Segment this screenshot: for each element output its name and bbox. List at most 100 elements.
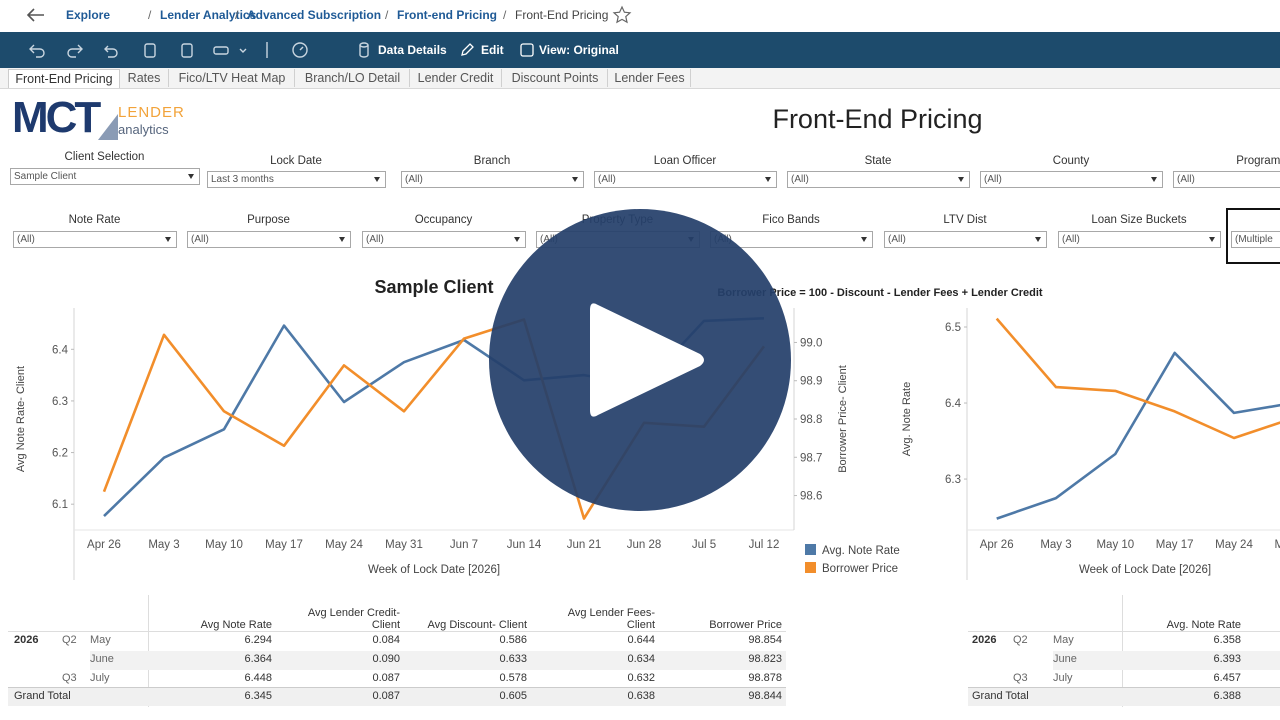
y-tick-label: 6.3 — [945, 474, 961, 486]
filter-dropdown[interactable]: (Multiple — [1231, 231, 1280, 248]
filter-dropdown[interactable]: (All) — [1058, 231, 1221, 248]
table-total-cell: 0.087 — [372, 690, 400, 702]
filter-label: Branch — [473, 155, 511, 167]
edit-button[interactable]: Edit — [481, 43, 504, 57]
tab[interactable]: Branch/LO Detail — [296, 69, 410, 87]
table-row-shade — [90, 651, 786, 670]
dashboard-title: Front-End Pricing — [772, 104, 983, 134]
y-tick-label: 6.2 — [52, 448, 68, 460]
tab[interactable]: Discount Points — [503, 69, 608, 87]
filter-dropdown[interactable]: (All) — [787, 171, 970, 188]
filter-dropdown[interactable]: Sample Client — [10, 168, 200, 185]
x-tick-label: May 24 — [325, 539, 363, 551]
filter-dropdown[interactable]: (All) — [187, 231, 351, 248]
table-column-header: Avg. Note Rate — [1166, 619, 1241, 631]
filter-dropdown[interactable]: (All) — [13, 231, 177, 248]
table-cell: 6.358 — [1213, 634, 1241, 646]
table-total-rule — [968, 687, 1280, 688]
x-axis-label: Week of Lock Date [2026] — [368, 564, 500, 576]
table-row-shade — [1053, 651, 1280, 670]
data-details-button[interactable]: Data Details — [378, 43, 447, 57]
tab[interactable]: Fico/LTV Heat Map — [170, 69, 295, 87]
breadcrumb-link[interactable]: Advanced Subscription — [247, 8, 382, 22]
filter-dropdown[interactable]: Last 3 months — [207, 171, 386, 188]
y2-tick-label: 98.7 — [800, 452, 822, 464]
table-cell: 6.457 — [1213, 672, 1241, 684]
table-cell: 6.294 — [244, 634, 272, 646]
table-row-header: July — [90, 672, 110, 684]
legend-label[interactable]: Avg. Note Rate — [822, 545, 900, 557]
filter-dropdown[interactable]: (All) — [980, 171, 1163, 188]
line-chart: 6.3 6.4 6.5 Apr 26 May 3 May 10 May 17 May 24 Ma… — [901, 308, 1280, 580]
logo-line1: LENDER — [118, 104, 185, 121]
y-tick-label: 6.3 — [52, 396, 68, 408]
breadcrumb-separator: / — [235, 8, 239, 22]
tab-strip: Front-End Pricing Rates Fico/LTV Heat Map B… — [0, 68, 1280, 89]
legend-swatch — [805, 562, 816, 573]
x-axis-label: Week of Lock Date [2026] — [1079, 564, 1211, 576]
tab[interactable]: Rates — [120, 69, 169, 87]
filter-dropdown[interactable]: (All) — [401, 171, 584, 188]
table-row-header: 2026 — [14, 634, 39, 646]
y-tick-label: 6.4 — [945, 398, 962, 410]
x-tick-label: May 31 — [385, 539, 423, 551]
toolbar-icons — [29, 42, 369, 58]
y2-tick-label: 98.9 — [800, 376, 822, 388]
table-cell: 0.090 — [372, 653, 400, 665]
table-column-header: Avg Discount- Client — [427, 619, 527, 631]
favorite-star[interactable] — [612, 5, 632, 25]
y-axis-label: Avg. Note Rate — [901, 382, 913, 456]
table-header-rule — [8, 631, 786, 632]
chart-annotation: Borrower Price = 100 - Discount - Lender… — [717, 287, 1043, 299]
tab[interactable]: Front-End Pricing — [8, 69, 120, 88]
breadcrumb-link[interactable]: Explore — [66, 8, 111, 22]
x-tick-label: May 3 — [1040, 539, 1071, 551]
table-total-label: Grand Total — [972, 690, 1029, 702]
breadcrumb-link[interactable]: Front-end Pricing — [397, 8, 497, 22]
x-tick-label: Jul 5 — [692, 539, 716, 551]
toolbar — [0, 32, 1280, 68]
y2-tick-label: 98.6 — [800, 491, 822, 503]
x-tick-label: May 24 — [1215, 539, 1253, 551]
table-cell: 0.578 — [499, 672, 527, 684]
filter-dropdown[interactable]: (All) — [1173, 171, 1280, 188]
filter-label: Loan Officer — [653, 155, 717, 167]
x-tick-label: Apr 26 — [87, 539, 121, 551]
table-cell: 0.087 — [372, 672, 400, 684]
chart-title: Sample Client — [374, 277, 493, 297]
logo-mark — [98, 114, 118, 140]
table-column-header: Avg Lender Credit- Client — [307, 607, 400, 631]
table-row-header: Q3 — [62, 672, 77, 684]
x-tick-label: May 31 — [1274, 539, 1280, 551]
y2-tick-label: 99.0 — [800, 337, 822, 349]
legend-label[interactable]: Borrower Price — [822, 563, 898, 575]
table-column-header: Avg Note Rate — [200, 619, 272, 631]
table-cell: 0.586 — [499, 634, 527, 646]
x-tick-label: Apr 26 — [980, 539, 1014, 551]
table-row-header: May — [1053, 634, 1074, 646]
table-row-header: June — [1053, 653, 1077, 665]
filter-dropdown[interactable]: (All) — [594, 171, 777, 188]
tab[interactable]: Lender Credit — [410, 69, 502, 87]
filter-label: Loan Size Buckets — [1091, 214, 1187, 226]
table-cell: 0.634 — [627, 653, 655, 665]
breadcrumb-link[interactable]: Lender Analytics — [160, 8, 257, 22]
table-row-header: June — [90, 653, 114, 665]
table-total-cell: 0.638 — [627, 690, 655, 702]
y-tick-label: 6.4 — [52, 344, 69, 356]
x-tick-label: May 17 — [265, 539, 303, 551]
tab[interactable]: Lender Fees — [609, 69, 691, 87]
filter-label: Client Selection — [64, 151, 145, 163]
table-cell: 98.823 — [748, 653, 782, 665]
y-tick-label: 6.5 — [945, 322, 961, 334]
table-cell: 6.448 — [244, 672, 272, 684]
table-total-rule — [8, 687, 786, 688]
table-total-cell: 0.605 — [499, 690, 527, 702]
filter-label: Lock Date — [270, 155, 322, 167]
view-button[interactable]: View: Original — [539, 43, 619, 57]
filter-dropdown[interactable]: (All) — [884, 231, 1047, 248]
x-tick-label: May 10 — [1096, 539, 1134, 551]
back-arrow[interactable] — [24, 6, 46, 24]
series-line — [103, 317, 765, 518]
